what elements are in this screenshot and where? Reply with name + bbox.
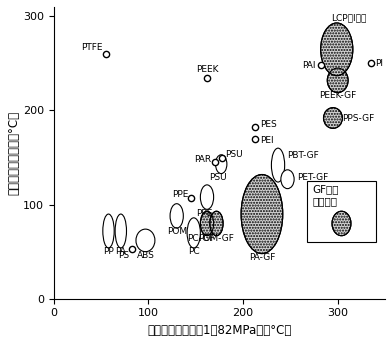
Ellipse shape [115,214,127,248]
Text: PC-GF: PC-GF [187,234,214,243]
Text: POM-GF: POM-GF [198,234,234,243]
Text: PA: PA [115,247,126,256]
Text: PPS-GF: PPS-GF [343,114,375,122]
Ellipse shape [136,229,155,252]
Text: LCP（I型）: LCP（I型） [331,14,367,23]
Ellipse shape [271,148,285,182]
Text: PSU: PSU [225,150,243,159]
Text: PEEK-GF: PEEK-GF [319,91,356,100]
Text: PA-GF: PA-GF [249,253,275,262]
Text: PSU: PSU [210,173,227,182]
Text: PP: PP [103,247,114,256]
Text: PET-GF: PET-GF [297,173,328,182]
Text: PS: PS [118,251,129,260]
Ellipse shape [216,155,227,174]
Ellipse shape [200,211,214,236]
Ellipse shape [281,170,294,189]
Ellipse shape [327,68,348,93]
Text: PEEK: PEEK [196,65,218,74]
Text: PAR: PAR [194,155,212,164]
Ellipse shape [241,174,283,254]
Text: PBT-GF: PBT-GF [287,151,319,160]
Text: PEI: PEI [260,136,274,145]
Text: ABS: ABS [136,251,154,260]
Text: GF強化: GF強化 [312,184,339,194]
Text: PC: PC [188,247,200,256]
Ellipse shape [321,23,353,76]
Text: PPE: PPE [172,190,188,199]
Text: PTFE: PTFE [81,43,103,52]
Ellipse shape [200,185,214,209]
Ellipse shape [323,108,343,128]
Text: POM: POM [167,227,187,236]
Text: PAI: PAI [302,61,316,70]
Ellipse shape [103,214,114,248]
Ellipse shape [332,211,351,236]
Text: グレード: グレード [312,197,337,207]
Y-axis label: 長期連続使用温度（°C）: 長期連続使用温度（°C） [7,111,20,195]
FancyBboxPatch shape [307,181,376,242]
Text: PPE: PPE [196,208,212,218]
Ellipse shape [210,211,223,236]
Text: PI: PI [376,59,384,68]
Ellipse shape [187,218,200,248]
Ellipse shape [170,204,183,228]
X-axis label: 荷重たわみ温度（1．82MPa）（°C）: 荷重たわみ温度（1．82MPa）（°C） [147,324,292,337]
Text: PES: PES [260,120,277,129]
